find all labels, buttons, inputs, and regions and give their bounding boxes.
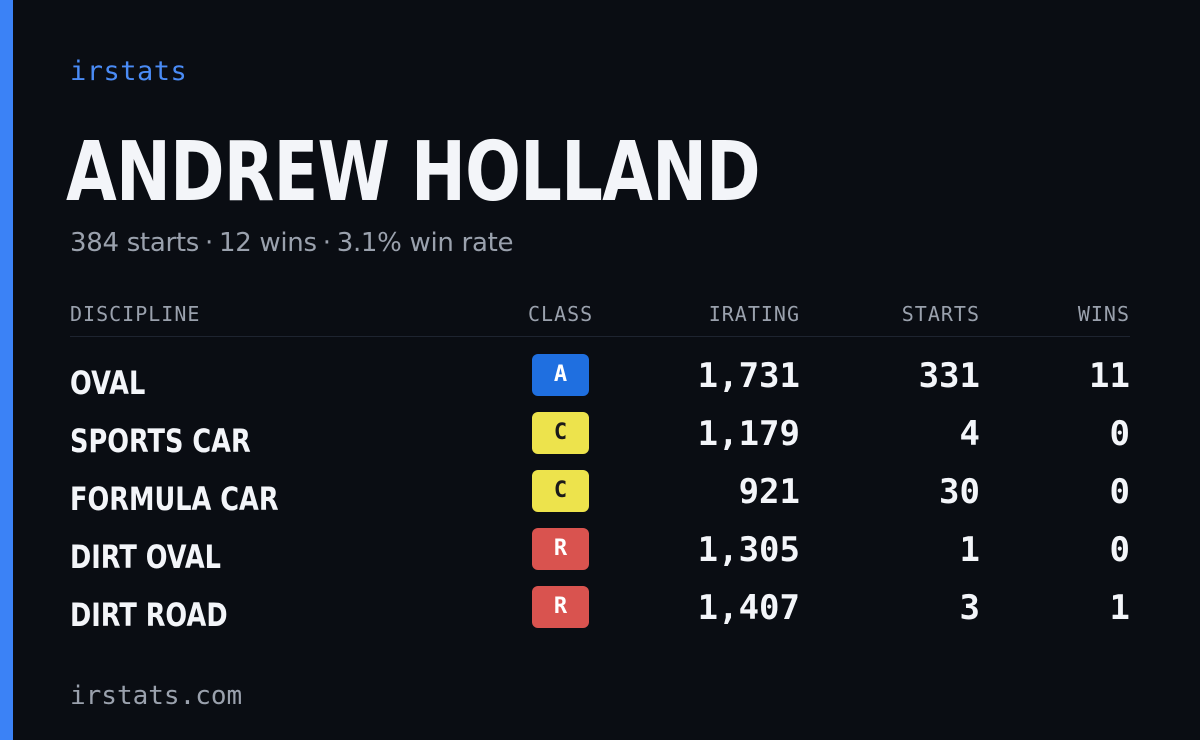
- separator-dot: ·: [322, 228, 331, 258]
- header-irating: IRATING: [708, 302, 800, 326]
- class-badge: R: [532, 528, 589, 570]
- wins-value: 0: [1109, 472, 1130, 512]
- wins-value: 0: [1109, 530, 1130, 570]
- table-row: SPORTS CAR C 1,179 4 0: [0, 412, 1200, 470]
- discipline-label: DIRT ROAD: [70, 596, 228, 634]
- header-class: CLASS: [528, 302, 594, 326]
- discipline-label: OVAL: [70, 364, 146, 402]
- discipline-label: FORMULA CAR: [70, 480, 279, 518]
- starts-value: 1: [959, 530, 980, 570]
- brand-logo[interactable]: irstats: [70, 56, 188, 87]
- header-starts: STARTS: [901, 302, 980, 326]
- discipline-label: SPORTS CAR: [70, 422, 251, 460]
- starts-value: 4: [959, 414, 980, 454]
- driver-summary: 384 starts · 12 wins · 3.1% win rate: [70, 228, 513, 258]
- class-badge: C: [532, 412, 589, 454]
- wins-value: 11: [1089, 356, 1130, 396]
- class-badge: C: [532, 470, 589, 512]
- header-discipline: DISCIPLINE: [70, 302, 201, 326]
- starts-count: 384 starts: [70, 228, 199, 258]
- header-divider: [70, 336, 1130, 337]
- irating-value: 1,407: [697, 588, 800, 628]
- table-row: FORMULA CAR C 921 30 0: [0, 470, 1200, 528]
- class-badge: R: [532, 586, 589, 628]
- win-rate: 3.1% win rate: [336, 228, 514, 258]
- wins-value: 1: [1109, 588, 1130, 628]
- driver-name: ANDREW HOLLAND: [66, 125, 761, 220]
- irating-value: 921: [738, 472, 800, 512]
- starts-value: 3: [959, 588, 980, 628]
- irating-value: 1,305: [697, 530, 800, 570]
- wins-count: 12 wins: [218, 228, 317, 258]
- table-row: DIRT OVAL R 1,305 1 0: [0, 528, 1200, 586]
- wins-value: 0: [1109, 414, 1130, 454]
- header-wins: WINS: [1077, 302, 1130, 326]
- class-badge: A: [532, 354, 589, 396]
- irating-value: 1,179: [697, 414, 800, 454]
- table-row: OVAL A 1,731 331 11: [0, 354, 1200, 412]
- discipline-label: DIRT OVAL: [70, 538, 221, 576]
- separator-dot: ·: [205, 228, 213, 258]
- accent-bar: [0, 0, 13, 740]
- table-row: DIRT ROAD R 1,407 3 1: [0, 586, 1200, 644]
- starts-value: 331: [918, 356, 980, 396]
- irating-value: 1,731: [697, 356, 800, 396]
- starts-value: 30: [939, 472, 980, 512]
- footer-url[interactable]: irstats.com: [70, 681, 243, 711]
